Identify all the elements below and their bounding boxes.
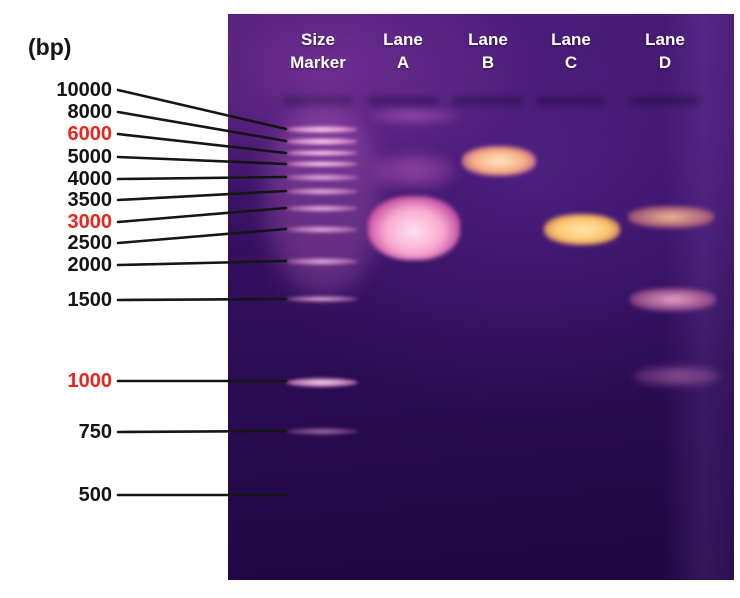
marker-label-3500: 3500	[67, 189, 113, 211]
lane-header-line2: Marker	[290, 53, 346, 72]
marker-label-3000: 3000	[67, 211, 113, 233]
marker-band-6000	[286, 150, 358, 156]
marker-label-2000: 2000	[67, 254, 113, 276]
lane-header-line1: Lane	[645, 30, 685, 49]
lane-header-lane-b: Lane B	[443, 28, 533, 74]
marker-band-5000	[286, 161, 358, 167]
lane-header-lane-d: Lane D	[620, 28, 710, 74]
marker-band-2000	[286, 258, 358, 265]
marker-label-6000: 6000	[67, 123, 113, 145]
lane-c-band	[544, 214, 620, 245]
lane-header-lane-c: Lane C	[526, 28, 616, 74]
lane-header-lane-a: Lane A	[358, 28, 448, 74]
marker-band-10000	[286, 126, 358, 133]
lane-a-smear-band	[372, 152, 456, 190]
marker-label-5000: 5000	[67, 146, 113, 168]
marker-label-2500: 2500	[67, 232, 113, 254]
lane-header-line1: Lane	[551, 30, 591, 49]
well-lane-b	[453, 96, 523, 106]
marker-band-4000	[286, 174, 358, 181]
marker-band-1500	[286, 296, 358, 302]
marker-band-750	[286, 428, 358, 435]
well-lane-c	[536, 96, 606, 106]
lane-header-size-marker: Size Marker	[273, 28, 363, 74]
marker-label-500: 500	[78, 484, 112, 506]
marker-band-1000	[286, 378, 358, 387]
marker-band-8000	[286, 138, 358, 145]
lane-a-main-band	[368, 196, 460, 260]
marker-label-1000: 1000	[67, 370, 113, 392]
lane-a-top-faint-band	[370, 108, 458, 124]
gel-image: Size Marker Lane A Lane B Lane C Lane D	[228, 14, 734, 580]
lane-header-line1: Lane	[383, 30, 423, 49]
marker-label-10000: 10000	[56, 79, 112, 101]
lane-header-line1: Lane	[468, 30, 508, 49]
marker-label-4000: 4000	[67, 168, 113, 190]
lane-header-line2: B	[481, 53, 495, 72]
marker-band-2500	[286, 226, 358, 233]
lane-d-band-1	[628, 206, 714, 228]
marker-label-8000: 8000	[67, 101, 113, 123]
lane-d-band-2	[630, 288, 716, 311]
marker-label-750: 750	[78, 421, 112, 443]
lane-header-line2: D	[658, 53, 672, 72]
lane-d-band-3-faint	[634, 366, 720, 386]
lane-header-line1: Size	[300, 30, 336, 49]
marker-band-3000	[286, 205, 358, 212]
well-marker	[283, 96, 353, 106]
marker-label-1500: 1500	[67, 289, 113, 311]
marker-band-3500	[286, 188, 358, 195]
lane-header-line2: A	[396, 53, 410, 72]
well-lane-d	[630, 96, 700, 106]
bp-unit-label: (bp)	[28, 34, 72, 60]
lane-header-line2: C	[564, 53, 578, 72]
lane-b-band	[462, 146, 536, 176]
well-lane-a	[368, 96, 438, 106]
